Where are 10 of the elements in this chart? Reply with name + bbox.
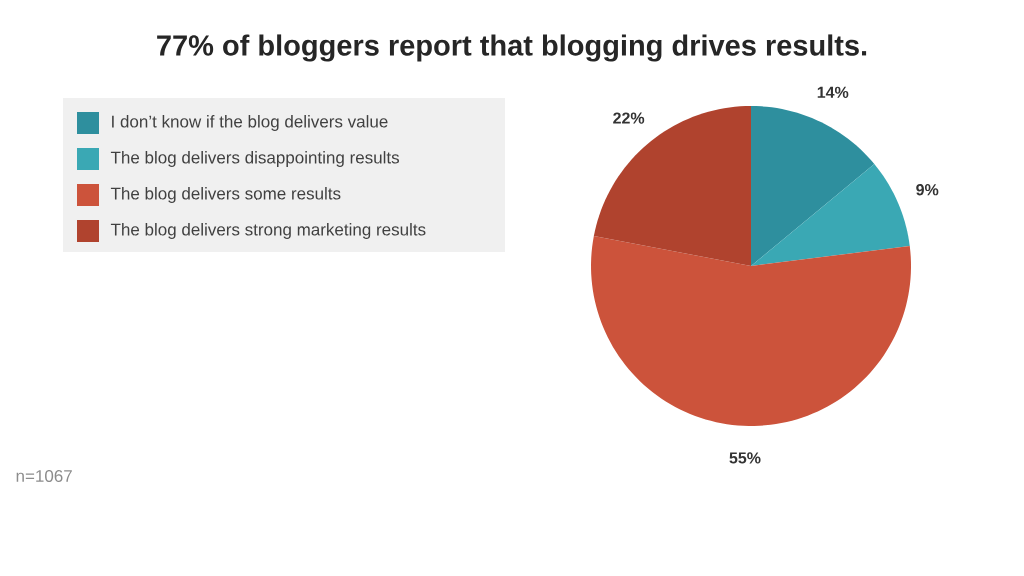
- legend-label: The blog delivers disappointing results: [110, 151, 400, 167]
- data-label: 14%: [817, 86, 849, 98]
- data-label: 55%: [729, 452, 761, 464]
- data-label: 9%: [916, 184, 939, 196]
- text: n=1067: [16, 469, 72, 483]
- legend-label: The blog delivers strong marketing results: [110, 223, 426, 239]
- legend-label: The blog delivers some results: [110, 187, 341, 203]
- chart-title: 77% of bloggers report that blogging drives results.: [157, 34, 867, 62]
- data-label: 22%: [613, 112, 645, 124]
- legend-label: I don’t know if the blog delivers value: [112, 115, 388, 131]
